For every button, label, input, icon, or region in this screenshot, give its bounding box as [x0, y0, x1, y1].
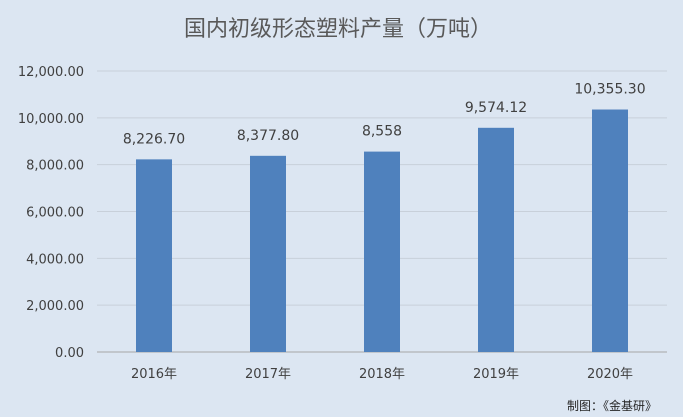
y-tick-label: 0.00	[55, 346, 84, 361]
x-tick-label: 2016年	[131, 367, 177, 382]
bar-2016年	[136, 159, 172, 352]
x-tick-label: 2017年	[245, 367, 291, 382]
bar-2020年	[592, 109, 628, 352]
y-tick-label: 4,000.00	[26, 252, 84, 267]
data-label: 8,226.70	[123, 131, 185, 147]
x-tick-label: 2020年	[587, 367, 633, 382]
data-label: 9,574.12	[465, 100, 527, 116]
x-tick-label: 2018年	[359, 367, 405, 382]
y-tick-label: 2,000.00	[26, 299, 84, 314]
x-tick-label: 2019年	[473, 367, 519, 382]
source-note: 制图：《金基研》	[567, 398, 657, 413]
data-label: 10,355.30	[574, 82, 645, 98]
y-tick-label: 8,000.00	[26, 159, 84, 174]
chart-title: 国内初级形态塑料产量（万吨）	[184, 17, 492, 42]
bar-2019年	[478, 127, 514, 352]
data-label: 8,377.80	[237, 128, 299, 144]
y-tick-label: 10,000.00	[18, 112, 84, 127]
bar-2018年	[364, 151, 400, 352]
y-tick-label: 6,000.00	[26, 206, 84, 221]
y-tick-label: 12,000.00	[18, 65, 84, 80]
x-axis-ticks: 2016年 2017年 2018年 2019年 2020年	[131, 367, 633, 382]
bars	[136, 109, 628, 352]
y-axis-ticks: 0.00 2,000.00 4,000.00 6,000.00 8,000.00 10,0…	[18, 65, 84, 361]
data-labels: 8,226.70 8,377.80 8,558 9,574.12 10,355.30	[123, 82, 646, 148]
bar-2017年	[250, 155, 286, 352]
data-label: 8,558	[362, 124, 402, 140]
